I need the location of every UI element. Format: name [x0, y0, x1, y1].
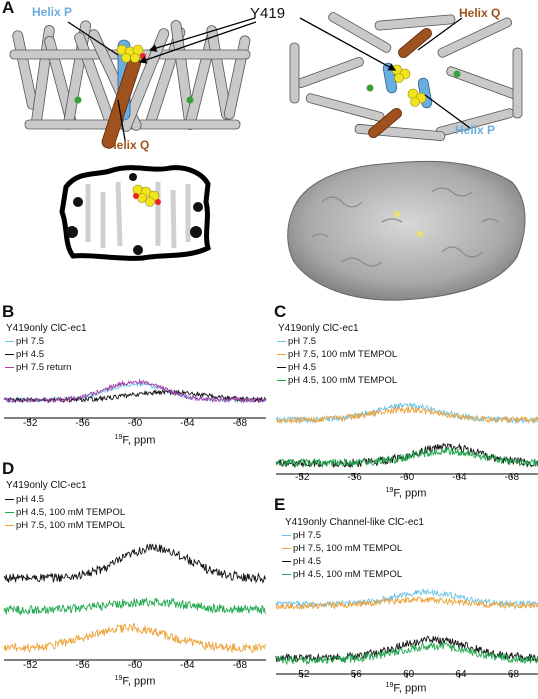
protein-side-view-cartoon [9, 20, 251, 149]
protein-top-view-cartoon [289, 12, 523, 141]
x-axis-label-c: 19F, ppm [385, 487, 427, 500]
helix-q-rod [368, 107, 402, 139]
y419-callout-label: Y419 [250, 5, 286, 22]
panel-c-label: C [274, 302, 287, 321]
y419-surface-patch [394, 211, 400, 217]
spectrum-series-line [3, 597, 267, 616]
panel-e-label: E [274, 495, 286, 514]
legend-swatch [5, 353, 14, 355]
helix-p-label-right: Helix P [455, 123, 496, 137]
legend-swatch [277, 379, 286, 381]
legend-item: pH 7.5, 100 mM TEMPOL [5, 520, 125, 531]
x-axis-tick-label: -60 [399, 472, 415, 483]
protein-surface-view [287, 160, 526, 301]
legend-swatch [282, 534, 291, 536]
x-axis-label-d: 19F, ppm [114, 675, 156, 688]
legend-item: pH 4.5 [5, 349, 44, 360]
legend-swatch [5, 511, 14, 513]
spectrum-series-line [275, 641, 538, 666]
x-axis-label-b: 19F, ppm [114, 434, 156, 447]
legend-swatch [5, 366, 14, 368]
spectrum-series-line [275, 635, 538, 664]
legend-swatch [282, 560, 291, 562]
x-axis-tick-label: -68 [232, 660, 248, 671]
x-axis-tick-label: -68 [504, 669, 520, 680]
spectrum-series-line [3, 623, 267, 654]
spectrum-series-line [275, 595, 538, 611]
x-axis-tick-label: -60 [127, 660, 143, 671]
x-axis-tick-label: -68 [504, 472, 520, 483]
helix-p-label-left: Helix P [32, 5, 73, 19]
panel-d-title: Y419only ClC-ec1 [6, 480, 87, 491]
y419-surface-patch [417, 231, 423, 237]
x-axis-tick-label: -52 [22, 660, 38, 671]
callout-arrows [67, 17, 471, 141]
panel-b-label: B [2, 302, 15, 321]
legend-item: pH 7.5 [277, 336, 316, 347]
spectrum-plot-c [275, 401, 538, 478]
x-axis-tick-label: -56 [347, 669, 362, 680]
chloride-ion [74, 96, 82, 104]
legend-item: pH 7.5, 100 mM TEMPOL [277, 349, 397, 360]
x-axis-tick-label: -60 [399, 669, 415, 680]
legend-item: pH 4.5 [5, 494, 44, 505]
legend-item: pH 4.5, 100 mM TEMPOL [277, 375, 397, 386]
spectrum-series-line [275, 406, 538, 425]
spectrum-series-line [275, 401, 538, 425]
legend-swatch [277, 366, 286, 368]
legend-swatch [277, 353, 286, 355]
legend-item: pH 7.5 [282, 530, 321, 541]
legend-item: pH 4.5 [282, 556, 321, 567]
panel-b-title: Y419only ClC-ec1 [6, 323, 87, 334]
y419-residue-spheres [132, 184, 160, 207]
spectrum-plot-d [3, 543, 267, 664]
x-axis-tick-label: -64 [180, 418, 195, 429]
y419-residue-spheres [116, 44, 144, 63]
spectrum-series-line [275, 445, 538, 469]
x-axis-label-e: 19F, ppm [385, 682, 427, 695]
legend-item: pH 7.5 [5, 336, 44, 347]
x-axis-tick-label: -56 [75, 418, 90, 429]
legend-swatch [5, 524, 14, 526]
panel-d-label: D [2, 459, 15, 478]
legend-swatch [5, 340, 14, 342]
legend-item: pH 4.5, 100 mM TEMPOL [5, 507, 125, 518]
chloride-ion [453, 70, 461, 78]
panel-c-title: Y419only ClC-ec1 [278, 323, 359, 334]
legend-item: pH 7.5, 100 mM TEMPOL [282, 543, 402, 554]
spectrum-series-line [3, 388, 267, 404]
spectrum-series-line [3, 543, 267, 584]
helix-q-label-left: Helix Q [108, 138, 150, 152]
legend-swatch [277, 340, 286, 342]
y419-residue-spheres [391, 64, 427, 107]
chloride-ion [186, 96, 194, 104]
panel-e-title: Y419only Channel-like ClC-ec1 [285, 517, 424, 528]
spectrum-plot-e [275, 588, 538, 678]
spectrum-series-line [3, 378, 267, 404]
x-axis-tick-label: -52 [294, 472, 310, 483]
helix-q-rod [398, 27, 432, 59]
x-axis-tick-label: -52 [294, 669, 310, 680]
legend-item: pH 4.5, 100 mM TEMPOL [282, 569, 402, 580]
legend-swatch [282, 573, 291, 575]
x-axis-tick-label: -56 [75, 660, 90, 671]
x-axis-tick-label: -68 [232, 418, 248, 429]
x-axis-tick-label: -52 [22, 418, 38, 429]
chloride-ion [366, 84, 374, 92]
protein-slab-cross-section [59, 165, 211, 261]
legend-item: pH 7.5 return [5, 362, 71, 373]
spectrum-plot-b [3, 378, 267, 422]
legend-swatch [5, 498, 14, 500]
helix-q-label-right: Helix Q [459, 6, 501, 20]
x-axis-tick-label: -64 [452, 669, 467, 680]
x-axis-tick-label: -56 [347, 472, 362, 483]
x-axis-tick-label: -64 [180, 660, 195, 671]
legend-swatch [282, 547, 291, 549]
x-axis-tick-label: -60 [127, 418, 143, 429]
legend-item: pH 4.5 [277, 362, 316, 373]
panel-a-label: A [2, 0, 15, 17]
x-axis-tick-label: -64 [452, 472, 467, 483]
